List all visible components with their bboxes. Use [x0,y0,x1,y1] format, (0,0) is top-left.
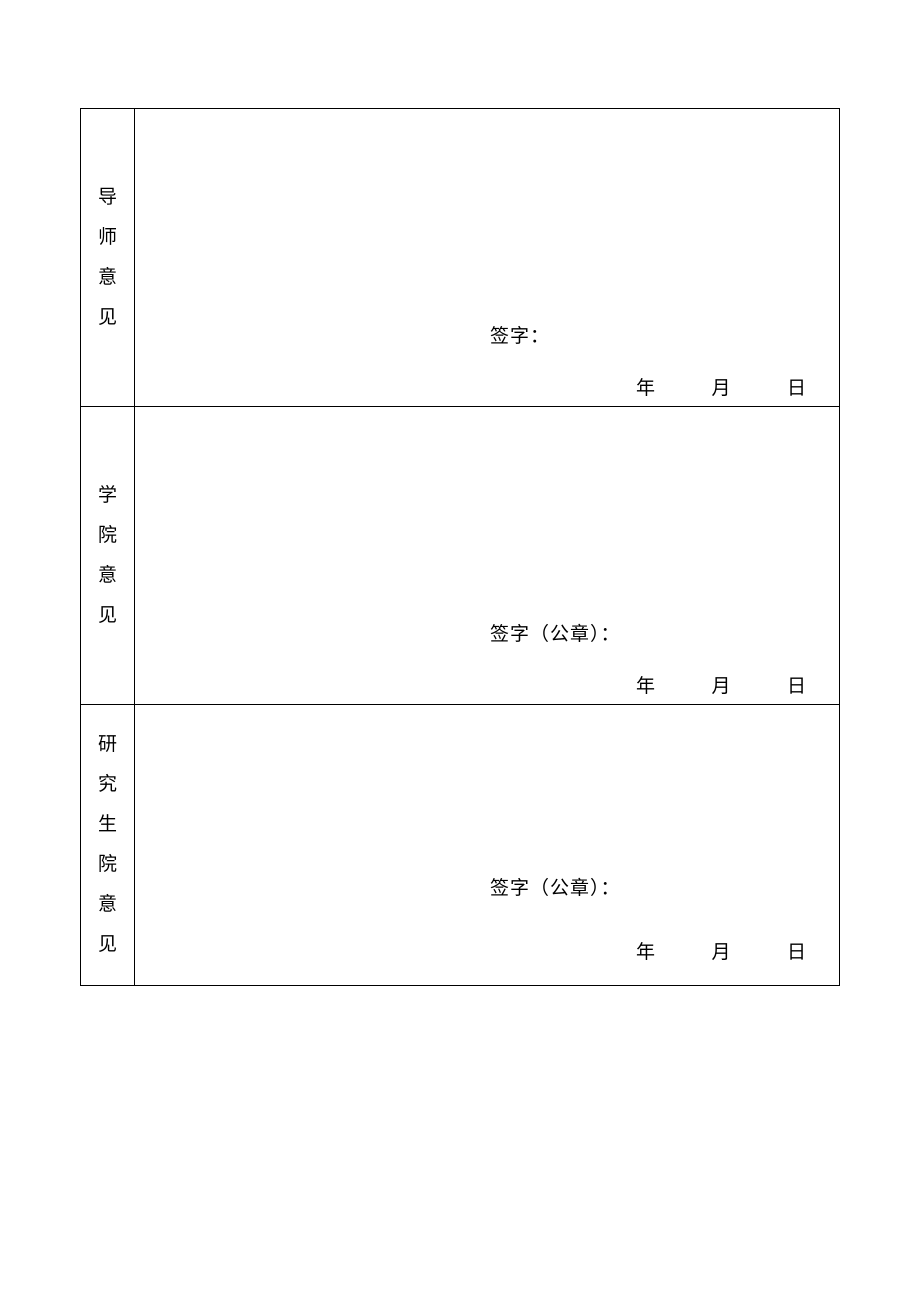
day-label: 日 [787,373,807,400]
graduate-school-label-cell: 研 究 生 院 意 见 [81,705,135,986]
graduate-school-opinion-row: 研 究 生 院 意 见 签字（公章）： 年 月 日 [81,705,840,986]
label-char: 见 [98,925,117,965]
graduate-school-content-cell: 签字（公章）： 年 月 日 [135,705,840,986]
college-label: 学 院 意 见 [81,476,134,636]
label-char: 生 [98,805,117,845]
label-char: 究 [98,765,117,805]
college-signature-label: 签字（公章）： [490,619,621,646]
college-opinion-row: 学 院 意 见 签字（公章）： 年 月 日 [81,407,840,705]
label-char: 意 [98,258,117,298]
month-label: 月 [711,373,731,400]
graduate-school-date-line: 年 月 日 [636,937,807,964]
advisor-signature-label: 签字： [490,321,550,348]
label-char: 学 [98,476,117,516]
label-char: 院 [98,516,117,556]
year-label: 年 [636,937,656,964]
graduate-school-label: 研 究 生 院 意 见 [81,725,134,965]
label-char: 研 [98,725,117,765]
college-content-cell: 签字（公章）： 年 月 日 [135,407,840,705]
label-char: 师 [98,218,117,258]
month-label: 月 [711,671,731,698]
college-date-line: 年 月 日 [636,671,807,698]
college-label-cell: 学 院 意 见 [81,407,135,705]
approval-form-table: 导 师 意 见 签字： 年 月 日 学 院 意 见 [80,108,840,986]
label-char: 院 [98,845,117,885]
year-label: 年 [636,671,656,698]
advisor-label-cell: 导 师 意 见 [81,109,135,407]
label-char: 见 [98,298,117,338]
advisor-opinion-row: 导 师 意 见 签字： 年 月 日 [81,109,840,407]
label-char: 意 [98,556,117,596]
month-label: 月 [711,937,731,964]
advisor-label: 导 师 意 见 [81,178,134,338]
day-label: 日 [787,937,807,964]
label-char: 意 [98,885,117,925]
year-label: 年 [636,373,656,400]
day-label: 日 [787,671,807,698]
label-char: 见 [98,596,117,636]
advisor-content-cell: 签字： 年 月 日 [135,109,840,407]
graduate-school-signature-label: 签字（公章）： [490,873,621,900]
advisor-date-line: 年 月 日 [636,373,807,400]
label-char: 导 [98,178,117,218]
